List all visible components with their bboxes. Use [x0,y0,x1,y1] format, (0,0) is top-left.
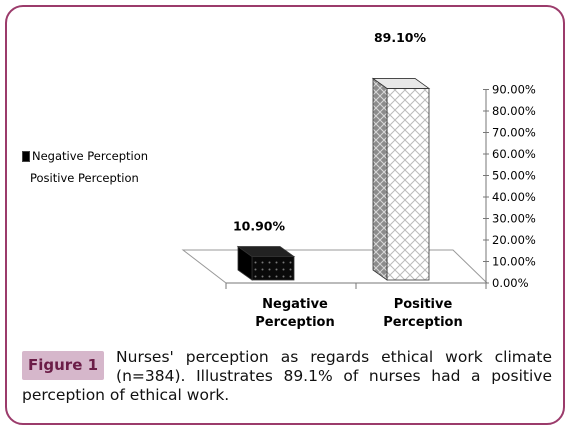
category-label-1: Positive [394,297,453,312]
y-tick-label: 50.00% [492,169,536,183]
y-tick-label: 80.00% [492,104,536,118]
bar-front-1 [386,88,430,281]
bar-side-1 [372,77,388,281]
legend-item-negative: Negative Perception [22,145,148,167]
y-tick-label: 10.00% [492,255,536,269]
y-tick-label: 70.00% [492,126,536,140]
y-tick-label: 20.00% [492,233,536,247]
y-tick-label: 0.00% [492,276,529,290]
figure-caption: Figure 1 Nurses' perception as regards e… [22,348,552,405]
figure-frame [5,5,565,425]
legend-label-negative: Negative Perception [32,149,149,163]
y-tick-label: 90.00% [492,83,536,97]
caption-text: Nurses' perception as regards ethical wo… [22,348,552,404]
bar-top-1 [371,78,431,89]
legend-swatch-positive [22,174,28,183]
data-label-1: 89.10% [374,30,427,45]
legend-item-positive: Positive Perception [22,167,148,189]
bar-front-0 [251,256,295,281]
chart-floor [181,249,489,284]
y-tick-label: 60.00% [492,147,536,161]
category-label-0: Negative [262,297,328,312]
legend-swatch-negative [22,150,30,162]
y-tick-label: 40.00% [492,190,536,204]
category-label-1: Perception [383,315,462,330]
y-tick-label: 30.00% [492,212,536,226]
chart-legend: Negative Perception Positive Perception [22,145,148,189]
legend-label-positive: Positive Perception [30,171,139,185]
data-label-0: 10.90% [233,219,286,234]
bar-top-0 [236,246,296,257]
figure-label: Figure 1 [22,351,105,380]
category-label-0: Perception [255,315,334,330]
